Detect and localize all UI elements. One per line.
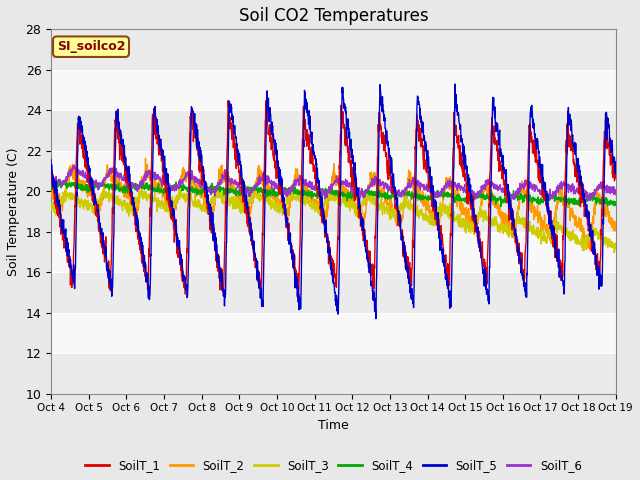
- SoilT_5: [47, 157, 55, 163]
- Bar: [51, 312, 616, 353]
- Line: SoilT_6: SoilT_6: [51, 165, 616, 200]
- Bar: [51, 151, 616, 191]
- SoilT_2: [498, 214, 506, 220]
- Bar: [51, 70, 616, 110]
- SoilT_6: [498, 188, 506, 194]
- SoilT_1: [47, 170, 55, 176]
- SoilT_4: [205, 187, 212, 193]
- SoilT_1: [294, 294, 302, 300]
- SoilT_3: [205, 200, 212, 205]
- SoilT_2: [350, 198, 358, 204]
- SoilT_6: [578, 192, 586, 198]
- SoilT_4: [612, 202, 620, 208]
- SoilT_3: [611, 250, 618, 256]
- SoilT_2: [586, 247, 594, 252]
- SoilT_5: [362, 247, 370, 252]
- Title: Soil CO2 Temperatures: Soil CO2 Temperatures: [239, 7, 428, 25]
- Line: SoilT_3: SoilT_3: [51, 187, 616, 253]
- SoilT_5: [563, 187, 570, 193]
- SoilT_6: [562, 182, 570, 188]
- SoilT_1: [363, 249, 371, 254]
- SoilT_2: [612, 226, 620, 232]
- SoilT_3: [612, 243, 620, 249]
- SoilT_2: [362, 193, 370, 199]
- Legend: SoilT_1, SoilT_2, SoilT_3, SoilT_4, SoilT_5, SoilT_6: SoilT_1, SoilT_2, SoilT_3, SoilT_4, Soil…: [81, 454, 586, 477]
- SoilT_2: [562, 193, 570, 199]
- Bar: [51, 272, 616, 312]
- Bar: [51, 29, 616, 70]
- SoilT_4: [498, 198, 506, 204]
- Line: SoilT_1: SoilT_1: [51, 100, 616, 297]
- SoilT_3: [362, 196, 370, 202]
- SoilT_4: [497, 204, 505, 209]
- SoilT_1: [612, 172, 620, 178]
- SoilT_6: [47, 175, 55, 180]
- SoilT_3: [100, 184, 108, 190]
- SoilT_4: [350, 191, 358, 196]
- SoilT_6: [205, 189, 212, 194]
- SoilT_5: [372, 316, 380, 322]
- SoilT_2: [578, 227, 586, 233]
- SoilT_4: [563, 200, 570, 206]
- SoilT_4: [61, 178, 68, 184]
- SoilT_6: [585, 197, 593, 203]
- SoilT_6: [70, 162, 78, 168]
- SoilT_5: [498, 159, 506, 165]
- Text: SI_soilco2: SI_soilco2: [57, 40, 125, 53]
- SoilT_6: [362, 188, 370, 193]
- SoilT_5: [350, 161, 358, 167]
- Bar: [51, 191, 616, 232]
- SoilT_4: [578, 198, 586, 204]
- SoilT_4: [362, 188, 370, 193]
- SoilT_6: [350, 188, 358, 193]
- SoilT_1: [498, 176, 506, 181]
- SoilT_5: [612, 159, 620, 165]
- SoilT_3: [350, 206, 358, 212]
- SoilT_5: [451, 81, 459, 87]
- Line: SoilT_5: SoilT_5: [51, 84, 616, 319]
- SoilT_1: [350, 183, 358, 189]
- SoilT_1: [262, 97, 270, 103]
- SoilT_1: [578, 188, 586, 193]
- SoilT_3: [578, 243, 586, 249]
- SoilT_2: [47, 193, 55, 199]
- SoilT_1: [205, 202, 212, 208]
- SoilT_2: [141, 155, 149, 161]
- SoilT_5: [578, 180, 586, 185]
- Bar: [51, 353, 616, 394]
- X-axis label: Time: Time: [318, 419, 349, 432]
- SoilT_4: [47, 184, 55, 190]
- Line: SoilT_2: SoilT_2: [51, 158, 616, 250]
- SoilT_1: [563, 137, 570, 143]
- Line: SoilT_4: SoilT_4: [51, 181, 616, 206]
- SoilT_2: [205, 205, 212, 211]
- Bar: [51, 110, 616, 151]
- SoilT_3: [498, 227, 506, 232]
- Bar: [51, 232, 616, 272]
- SoilT_5: [205, 199, 212, 205]
- SoilT_3: [47, 204, 55, 209]
- SoilT_6: [612, 192, 620, 197]
- SoilT_3: [562, 230, 570, 236]
- Y-axis label: Soil Temperature (C): Soil Temperature (C): [7, 147, 20, 276]
